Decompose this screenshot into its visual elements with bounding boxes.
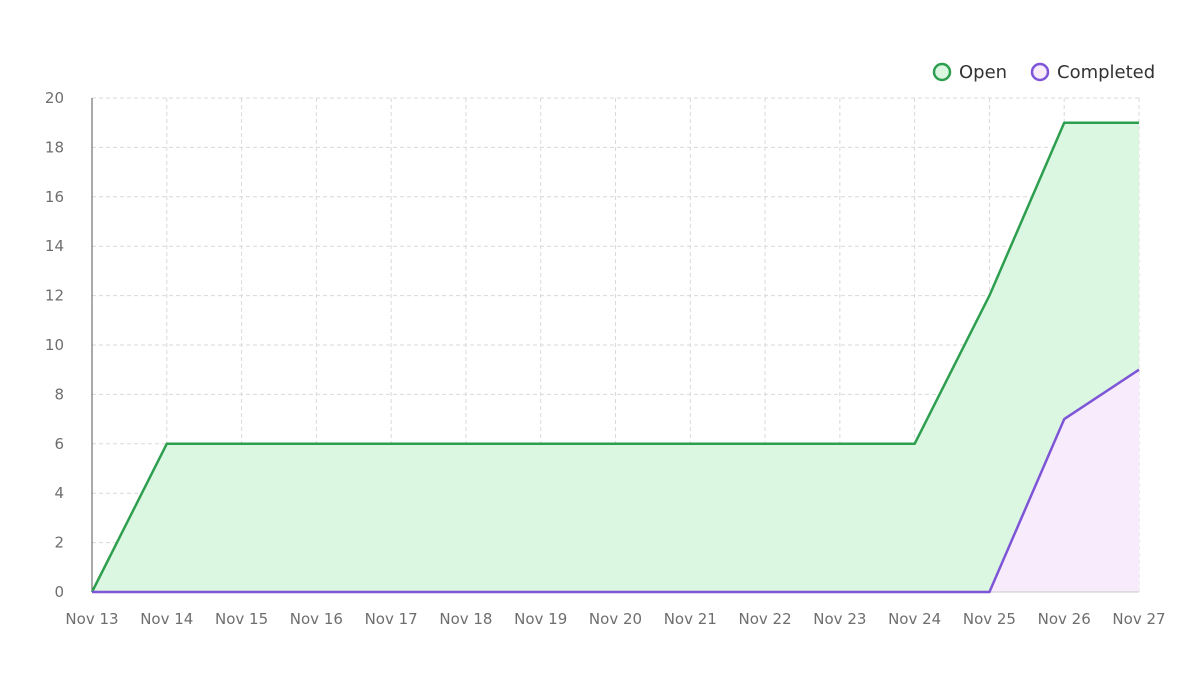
legend-item-open[interactable]: Open [932, 62, 1007, 83]
x-tick-label: Nov 22 [739, 610, 792, 628]
area-completed [92, 369, 1139, 592]
area-fills [92, 122, 1139, 592]
y-tick-label: 20 [45, 89, 64, 107]
legend: Open Completed [932, 62, 1155, 83]
x-tick-label: Nov 19 [514, 610, 567, 628]
series-line-open [90, 121, 1139, 593]
y-tick-label: 4 [54, 484, 64, 502]
x-tick-label: Nov 26 [1038, 610, 1091, 628]
x-tick-label: Nov 14 [140, 610, 193, 628]
x-tick-label: Nov 15 [215, 610, 268, 628]
x-tick-label: Nov 20 [589, 610, 642, 628]
y-tick-label: 2 [54, 534, 64, 552]
y-tick-label: 8 [54, 385, 64, 403]
y-tick-label: 10 [45, 336, 64, 354]
x-tick-label: Nov 13 [65, 610, 118, 628]
x-tick-label: Nov 18 [439, 610, 492, 628]
y-tick-label: 0 [54, 583, 64, 601]
legend-marker-completed [1030, 62, 1050, 82]
x-tick-label: Nov 23 [813, 610, 866, 628]
y-tick-label: 14 [45, 237, 64, 255]
x-tick-label: Nov 16 [290, 610, 343, 628]
x-tick-label: Nov 27 [1112, 610, 1165, 628]
y-axis-ticks: 0 2 4 6 8 10 12 14 16 18 20 [45, 89, 64, 601]
x-tick-label: Nov 21 [664, 610, 717, 628]
y-tick-label: 6 [54, 435, 64, 453]
y-tick-label: 18 [45, 138, 64, 156]
x-axis-ticks: Nov 13 Nov 14 Nov 15 Nov 16 Nov 17 Nov 18 Nov … [65, 610, 1165, 628]
legend-marker-open [932, 62, 952, 82]
legend-item-completed[interactable]: Completed [1030, 62, 1155, 83]
series-line-completed [92, 368, 1140, 594]
x-tick-label: Nov 17 [365, 610, 418, 628]
x-tick-label: Nov 25 [963, 610, 1016, 628]
x-tick-label: Nov 24 [888, 610, 941, 628]
y-tick-label: 16 [45, 188, 64, 206]
series-lines [90, 121, 1140, 594]
y-tick-label: 12 [45, 287, 64, 305]
legend-label-open: Open [959, 62, 1007, 83]
legend-label-completed: Completed [1057, 62, 1155, 83]
area-open [92, 122, 1139, 592]
